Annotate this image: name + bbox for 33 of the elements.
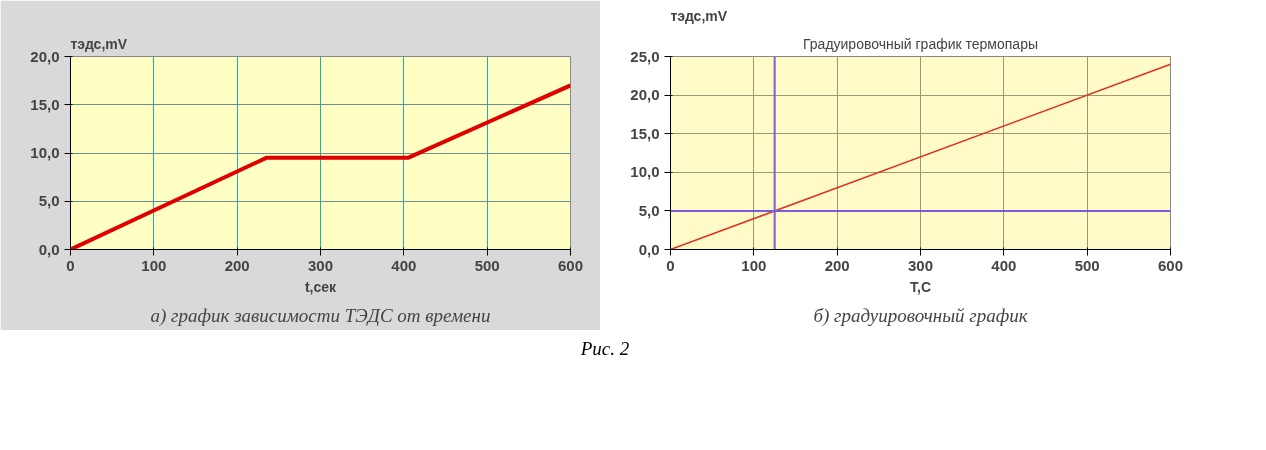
x-axis-title: t,сек xyxy=(304,278,338,295)
x-tick-label: 0 xyxy=(66,256,75,274)
text: б) градуировочный график xyxy=(813,304,1029,327)
x-tick-label: 200 xyxy=(224,256,250,274)
y-tick-label: 20,0 xyxy=(630,86,660,104)
x-tick-label: 100 xyxy=(141,256,167,274)
x-tick-label: 400 xyxy=(991,256,1017,274)
y-tick-label: 10,0 xyxy=(30,144,60,161)
y-tick-label: 5,0 xyxy=(38,192,60,210)
x-tick-label: 300 xyxy=(307,256,334,274)
y-axis-title: тэдс,mV xyxy=(670,7,728,24)
x-tick-label: 500 xyxy=(1074,256,1100,274)
y-axis-title: тэдс,mV xyxy=(70,35,128,52)
text: Рис. 2 xyxy=(580,337,630,361)
y-tick-label: 15,0 xyxy=(30,95,60,113)
x-tick-label: 0 xyxy=(666,256,675,274)
y-tick-label: 25,0 xyxy=(630,47,660,65)
y-tick-label: 10,0 xyxy=(630,163,660,181)
y-tick-label: 15,0 xyxy=(630,124,660,142)
x-tick-label: 500 xyxy=(474,256,500,274)
x-tick-label: 200 xyxy=(824,256,850,274)
x-tick-label: 400 xyxy=(391,256,417,274)
y-tick-label: 0,0 xyxy=(638,240,660,258)
y-tick-label: 5,0 xyxy=(638,201,660,219)
text: а) график зависимости ТЭДС от времени xyxy=(150,304,491,327)
chart-title: Градуировочный график термопары xyxy=(803,35,1038,52)
x-tick-label: 600 xyxy=(1157,256,1184,274)
y-tick-label: 0,0 xyxy=(38,240,60,258)
x-tick-label: 600 xyxy=(557,256,584,274)
x-axis-title: T,C xyxy=(910,278,931,295)
x-tick-label: 300 xyxy=(907,256,934,274)
y-tick-label: 20,0 xyxy=(30,47,60,65)
x-tick-label: 100 xyxy=(741,256,767,274)
